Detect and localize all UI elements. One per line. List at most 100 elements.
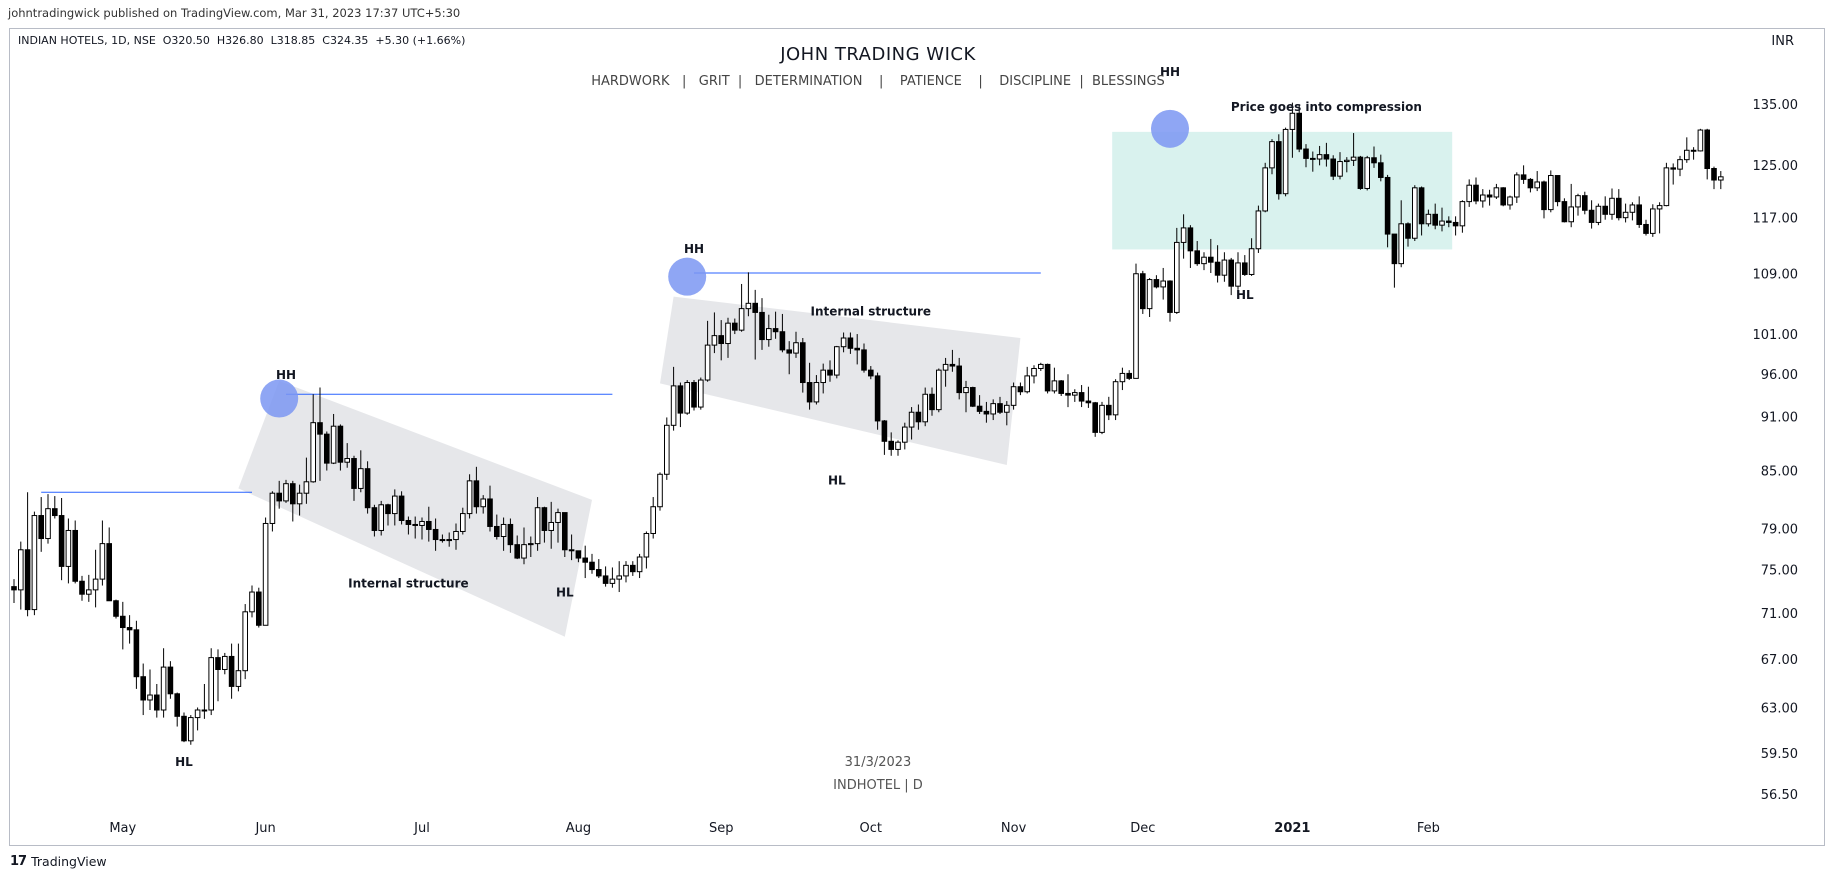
candle-body bbox=[1616, 197, 1622, 219]
candle-body bbox=[1588, 209, 1595, 223]
x-tick-label: Aug bbox=[566, 821, 591, 836]
chart-annotation: Internal structure bbox=[348, 577, 469, 591]
candle-body bbox=[1289, 112, 1296, 130]
candle-body bbox=[1609, 197, 1615, 215]
candle-body bbox=[1398, 223, 1405, 265]
y-tick-label: 125.00 bbox=[1753, 159, 1799, 174]
hh-highlight-circle-2 bbox=[668, 257, 707, 296]
candle-body bbox=[1140, 273, 1146, 310]
x-tick-label: Feb bbox=[1417, 821, 1440, 836]
candle-body bbox=[466, 480, 473, 515]
chart-title: JOHN TRADING WICK bbox=[780, 44, 976, 65]
candle-body bbox=[283, 483, 289, 502]
candle-body bbox=[1235, 262, 1241, 287]
candle-body bbox=[473, 480, 480, 508]
candle-body bbox=[235, 670, 242, 687]
chart-annotation: HL bbox=[556, 585, 574, 599]
candle-body bbox=[1282, 128, 1289, 195]
candle-body bbox=[1629, 204, 1636, 213]
candle-body bbox=[1595, 205, 1602, 223]
candle-body bbox=[630, 564, 636, 573]
candle-body bbox=[650, 506, 657, 534]
candle-body bbox=[1690, 149, 1697, 152]
candle-body bbox=[92, 578, 99, 591]
candle-body bbox=[1065, 392, 1071, 396]
candle-body bbox=[929, 393, 935, 411]
candle-body bbox=[895, 441, 901, 450]
y-tick-label: 109.00 bbox=[1753, 267, 1799, 282]
candle-body bbox=[691, 382, 697, 408]
candle-body bbox=[684, 382, 691, 414]
candle-body bbox=[181, 715, 187, 742]
candle-body bbox=[874, 375, 881, 422]
candle-body bbox=[718, 335, 725, 345]
candle-body bbox=[1255, 210, 1262, 250]
candle-body bbox=[215, 657, 221, 670]
candle-body bbox=[1548, 175, 1554, 211]
candle-body bbox=[1344, 159, 1350, 163]
candle-body bbox=[188, 717, 194, 742]
candle-body bbox=[344, 458, 350, 463]
candle-body bbox=[269, 492, 276, 524]
candle-body bbox=[664, 424, 670, 475]
candle-body bbox=[453, 530, 459, 541]
candle-body bbox=[1582, 195, 1588, 211]
candle-body bbox=[1337, 161, 1343, 177]
tradingview-footer[interactable]: 17 TradingView bbox=[10, 854, 107, 869]
candle-body bbox=[290, 483, 296, 505]
candle-body bbox=[147, 694, 153, 701]
candle-body bbox=[201, 709, 208, 712]
candle-body bbox=[1500, 187, 1507, 206]
candle-body bbox=[487, 498, 493, 527]
candle-body bbox=[99, 543, 106, 580]
candle-body bbox=[881, 420, 888, 442]
candle-body bbox=[738, 308, 745, 331]
candle-body bbox=[426, 520, 432, 530]
candle-body bbox=[711, 335, 718, 346]
candle-body bbox=[480, 498, 486, 508]
candle-body bbox=[1180, 227, 1187, 243]
candle-body bbox=[79, 580, 85, 595]
candle-body bbox=[1330, 158, 1337, 177]
candle-body bbox=[1323, 154, 1330, 160]
tradingview-brand-label: TradingView bbox=[31, 854, 107, 869]
candle-body bbox=[1099, 404, 1105, 433]
candle-body bbox=[562, 512, 568, 551]
candle-body bbox=[602, 575, 609, 584]
candle-body bbox=[548, 521, 555, 531]
candle-body bbox=[1378, 162, 1384, 178]
candle-body bbox=[507, 523, 514, 546]
candle-body bbox=[677, 385, 684, 414]
candle-body bbox=[222, 655, 228, 670]
chart-annotation: HH bbox=[684, 242, 704, 256]
candle-body bbox=[351, 458, 357, 489]
candle-body bbox=[358, 468, 364, 489]
candle-body bbox=[956, 365, 963, 394]
candle-body bbox=[1514, 174, 1520, 198]
candle-body bbox=[1085, 400, 1092, 404]
x-tick-label: Jun bbox=[254, 821, 275, 836]
candle-body bbox=[1167, 280, 1173, 313]
candle-body bbox=[385, 504, 391, 515]
y-tick-label: 71.00 bbox=[1761, 607, 1798, 622]
candle-body bbox=[1534, 181, 1541, 189]
compression-box bbox=[1112, 131, 1453, 250]
candle-body bbox=[1160, 280, 1167, 288]
candle-body bbox=[1038, 363, 1044, 369]
candle-body bbox=[1391, 233, 1398, 265]
candle-body bbox=[1364, 157, 1371, 189]
candle-body bbox=[154, 694, 160, 711]
y-tick-label: 135.00 bbox=[1753, 98, 1799, 113]
candle-body bbox=[11, 586, 17, 591]
candle-body bbox=[1670, 167, 1677, 170]
y-tick-label: 101.00 bbox=[1753, 328, 1799, 343]
candle-body bbox=[45, 508, 51, 540]
candle-body bbox=[963, 387, 969, 394]
candle-body bbox=[976, 405, 983, 412]
candle-body bbox=[868, 369, 874, 377]
candle-body bbox=[534, 507, 541, 545]
candle-body bbox=[174, 693, 180, 717]
candle-body bbox=[902, 426, 908, 443]
candle-body bbox=[636, 556, 643, 573]
